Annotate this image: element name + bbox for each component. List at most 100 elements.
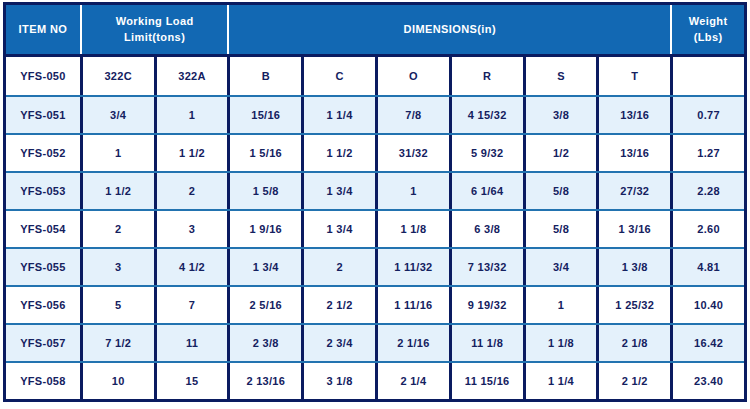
table-cell: 6 3/8 (449, 211, 523, 247)
table-cell: 2.60 (670, 211, 744, 247)
table-row: YFS-055 3 4 1/2 1 3/4 2 1 11/32 7 13/32 … (6, 247, 744, 285)
table-cell: 3/8 (523, 97, 597, 133)
table-cell: 1 3/4 (301, 173, 375, 209)
table-cell: YFS-054 (6, 211, 80, 247)
spec-table: ITEM NO Working Load Limit(tons) DIMENSI… (3, 2, 747, 402)
table-cell: 15 (154, 363, 228, 399)
table-cell: YFS-055 (6, 249, 80, 285)
table-cell: 27/32 (596, 173, 670, 209)
table-cell: 1 1/4 (301, 97, 375, 133)
table-cell: 1 (80, 135, 154, 171)
table-cell: 7 1/2 (80, 325, 154, 361)
subheader-dim-o: O (375, 57, 449, 95)
table-row: YFS-051 3/4 1 15/16 1 1/4 7/8 4 15/32 3/… (6, 95, 744, 133)
table-cell: 1/2 (523, 135, 597, 171)
table-cell: 1 1/2 (80, 173, 154, 209)
table-cell: 5 9/32 (449, 135, 523, 171)
table-cell: YFS-057 (6, 325, 80, 361)
subheader-322c: 322C (80, 57, 154, 95)
table-cell: 5/8 (523, 211, 597, 247)
table-cell: YFS-052 (6, 135, 80, 171)
table-cell: 0.77 (670, 97, 744, 133)
table-row: YFS-053 1 1/2 2 1 5/8 1 3/4 1 6 1/64 5/8… (6, 171, 744, 209)
table-cell: 6 1/64 (449, 173, 523, 209)
header-item-no: ITEM NO (6, 5, 80, 54)
table-cell: 13/16 (596, 135, 670, 171)
table-cell: 11 1/8 (449, 325, 523, 361)
table-cell: 10 (80, 363, 154, 399)
table-cell: 2 1/8 (596, 325, 670, 361)
table-cell: 1 (523, 287, 597, 323)
table-cell: 2 1/2 (301, 287, 375, 323)
table-cell: 4 15/32 (449, 97, 523, 133)
table-cell: YFS-051 (6, 97, 80, 133)
table-row: YFS-056 5 7 2 5/16 2 1/2 1 11/16 9 19/32… (6, 285, 744, 323)
subheader-322a: 322A (154, 57, 228, 95)
subheader-dim-s: S (523, 57, 597, 95)
subheader-dim-c: C (301, 57, 375, 95)
table-cell: 2 1/16 (375, 325, 449, 361)
table-cell: 1 11/16 (375, 287, 449, 323)
table-header-row: ITEM NO Working Load Limit(tons) DIMENSI… (6, 5, 744, 57)
table-cell: 1 5/16 (227, 135, 301, 171)
table-cell: 2 (154, 173, 228, 209)
table-cell: 31/32 (375, 135, 449, 171)
table-cell: 13/16 (596, 97, 670, 133)
table-cell: 15/16 (227, 97, 301, 133)
table-cell: 1 3/4 (227, 249, 301, 285)
table-cell: YFS-058 (6, 363, 80, 399)
table-cell: 1 1/2 (154, 135, 228, 171)
subheader-item: YFS-050 (6, 57, 80, 95)
table-cell: 2 5/16 (227, 287, 301, 323)
table-cell: 1 1/4 (523, 363, 597, 399)
table-cell: 3 (154, 211, 228, 247)
table-cell: 4 1/2 (154, 249, 228, 285)
table-row: YFS-054 2 3 1 9/16 1 3/4 1 1/8 6 3/8 5/8… (6, 209, 744, 247)
table-cell: 3/4 (80, 97, 154, 133)
table-subheader-row: YFS-050 322C 322A B C O R S T (6, 57, 744, 95)
table-cell: 7 13/32 (449, 249, 523, 285)
table-cell: 1 1/8 (523, 325, 597, 361)
header-dimensions: DIMENSIONS(in) (227, 5, 670, 54)
table-cell: 10.40 (670, 287, 744, 323)
table-row: YFS-058 10 15 2 13/16 3 1/8 2 1/4 11 15/… (6, 361, 744, 399)
table-row: YFS-052 1 1 1/2 1 5/16 1 1/2 31/32 5 9/3… (6, 133, 744, 171)
subheader-dim-b: B (227, 57, 301, 95)
subheader-weight (670, 57, 744, 95)
table-cell: 3 1/8 (301, 363, 375, 399)
table-cell: 2.28 (670, 173, 744, 209)
table-cell: 1 1/2 (301, 135, 375, 171)
table-cell: 2 (80, 211, 154, 247)
table-cell: 1 (375, 173, 449, 209)
table-cell: 3/4 (523, 249, 597, 285)
table-cell: 23.40 (670, 363, 744, 399)
table-cell: 11 15/16 (449, 363, 523, 399)
table-cell: 2 3/4 (301, 325, 375, 361)
table-cell: 2 (301, 249, 375, 285)
table-cell: 5/8 (523, 173, 597, 209)
table-cell: 1 25/32 (596, 287, 670, 323)
table-cell: 2 1/2 (596, 363, 670, 399)
subheader-dim-r: R (449, 57, 523, 95)
table-cell: 7 (154, 287, 228, 323)
subheader-dim-t: T (596, 57, 670, 95)
table-cell: YFS-056 (6, 287, 80, 323)
table-cell: 5 (80, 287, 154, 323)
table-cell: 1 (154, 97, 228, 133)
table-cell: 3 (80, 249, 154, 285)
header-weight: Weight (Lbs) (670, 5, 744, 54)
table-cell: 1 3/16 (596, 211, 670, 247)
table-cell: 11 (154, 325, 228, 361)
table-cell: 1 1/8 (375, 211, 449, 247)
table-cell: 1 3/8 (596, 249, 670, 285)
table-cell: 1 11/32 (375, 249, 449, 285)
table-cell: 9 19/32 (449, 287, 523, 323)
table-cell: 16.42 (670, 325, 744, 361)
table-cell: 1 3/4 (301, 211, 375, 247)
table-cell: 2 13/16 (227, 363, 301, 399)
table-cell: 2 3/8 (227, 325, 301, 361)
table-row: YFS-057 7 1/2 11 2 3/8 2 3/4 2 1/16 11 1… (6, 323, 744, 361)
table-cell: 1 5/8 (227, 173, 301, 209)
table-cell: 1.27 (670, 135, 744, 171)
header-working-load-limit: Working Load Limit(tons) (80, 5, 228, 54)
